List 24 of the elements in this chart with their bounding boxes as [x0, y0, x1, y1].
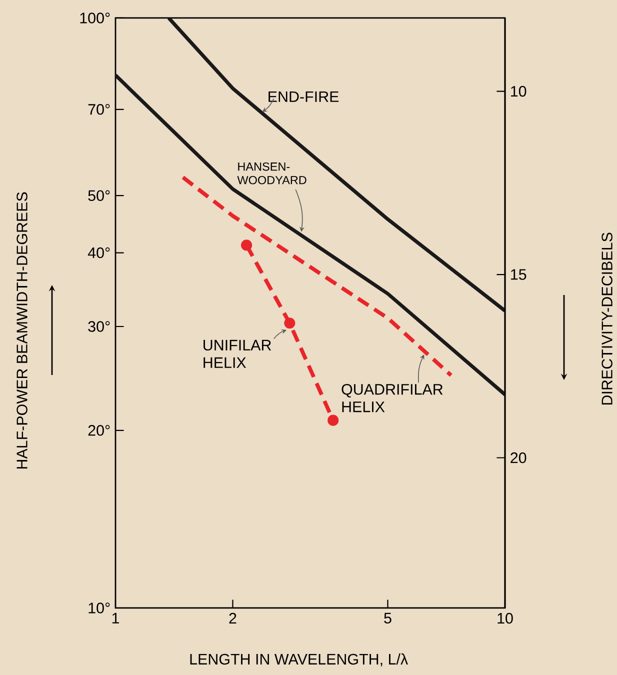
series-label: HANSEN-WOODYARD: [237, 162, 306, 184]
y-tick-label: 20°: [88, 425, 110, 436]
x-axis-title: LENGTH IN WAVELENGTH, L/λ: [190, 653, 408, 666]
series-label: END-FIRE: [268, 91, 339, 102]
x-tick-label: 1: [112, 612, 119, 624]
x-tick-label: 10: [498, 612, 513, 624]
y-tick-label: 100°: [80, 12, 110, 24]
y-tick-label: 40°: [88, 247, 110, 258]
y2-axis-title: DIRECTIVITY-DECIBELS: [602, 232, 612, 404]
point: [241, 240, 252, 251]
x-tick-label: 5: [384, 612, 392, 624]
series-label: QUADRIFILAR HELIX: [342, 384, 443, 412]
y2-tick-label: 10: [511, 86, 526, 97]
y-tick-label: 70°: [88, 104, 110, 115]
y2-tick-label: 15: [511, 269, 526, 280]
series-label: UNIFILAR HELIX: [204, 340, 272, 368]
x-tick-label: 2: [229, 612, 236, 624]
y-tick-label: 50°: [88, 190, 110, 201]
y2-tick-label: 20: [510, 452, 526, 464]
point: [284, 318, 296, 329]
y-axis-title: HALF-POWER BEAMWIDTH-DEGREES: [16, 192, 28, 469]
y-tick-label: 10°: [88, 602, 110, 614]
y-tick-label: 30°: [88, 321, 110, 332]
point: [328, 414, 339, 426]
